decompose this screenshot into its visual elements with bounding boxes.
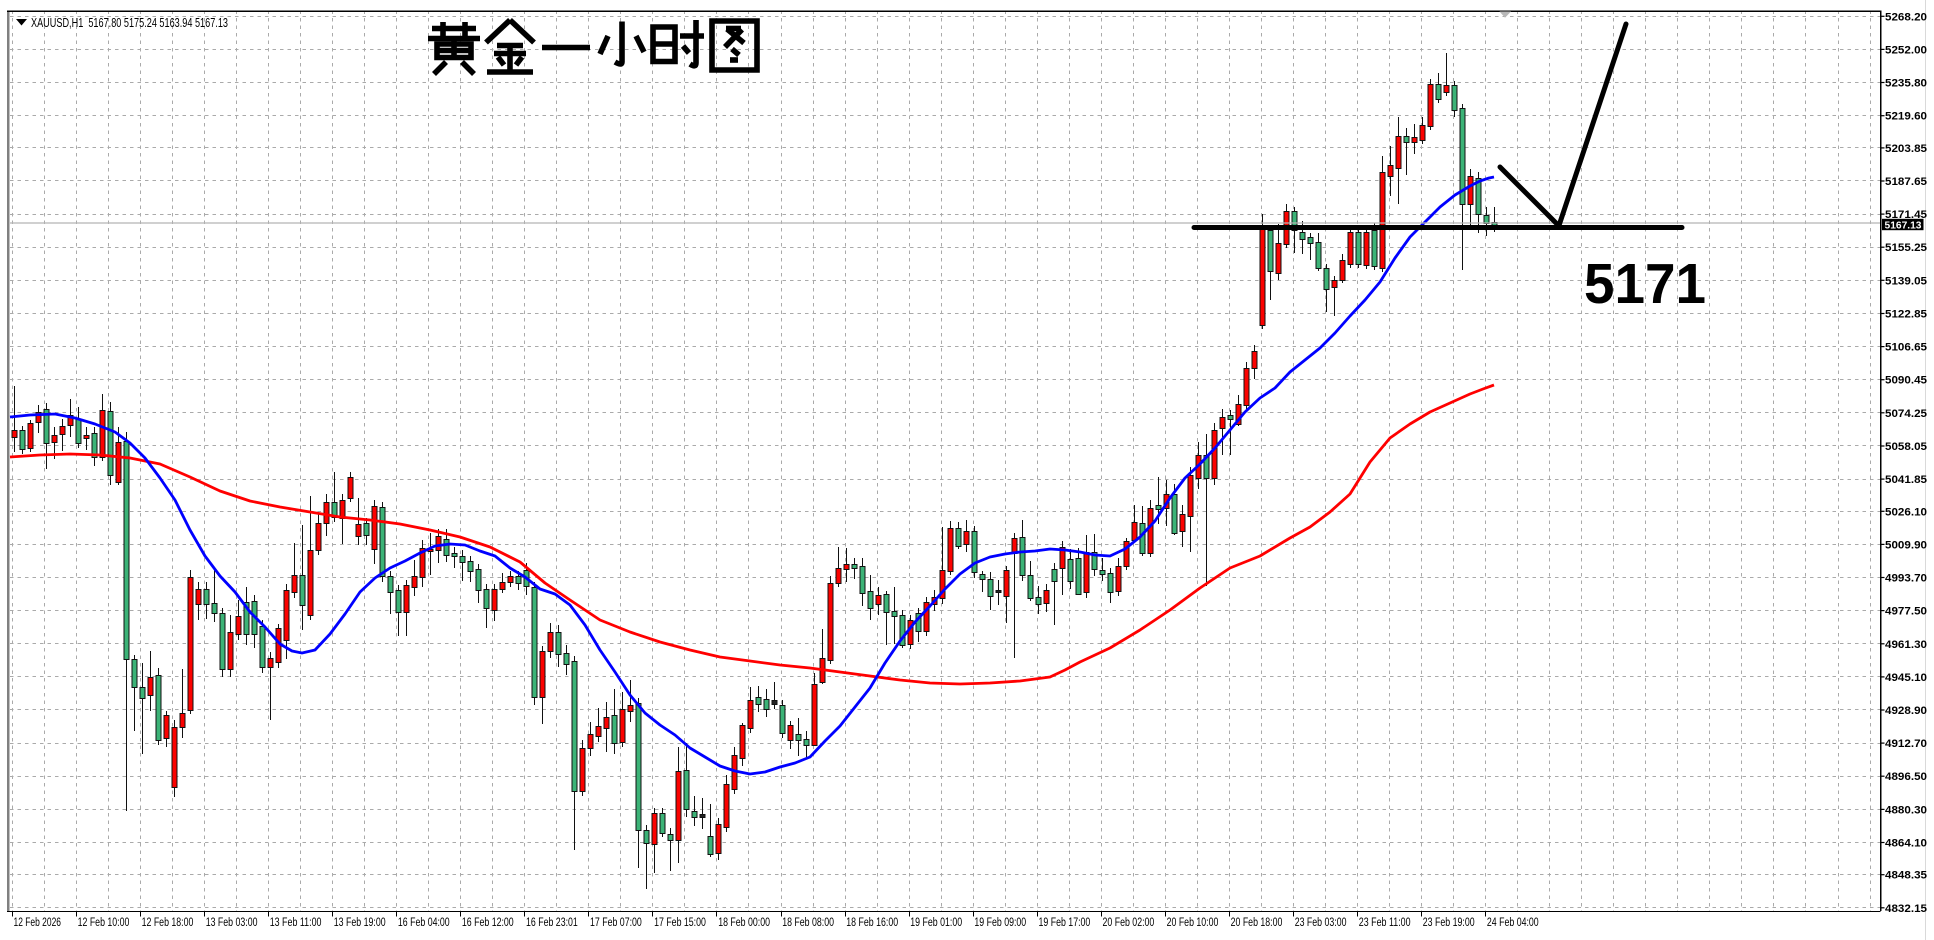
svg-text:23 Feb 19:00: 23 Feb 19:00 <box>1423 917 1475 929</box>
svg-text:4832.15: 4832.15 <box>1885 903 1927 915</box>
svg-text:4864.10: 4864.10 <box>1885 838 1927 850</box>
svg-text:19 Feb 17:00: 19 Feb 17:00 <box>1039 917 1091 929</box>
svg-text:4977.50: 4977.50 <box>1885 606 1927 618</box>
svg-text:17 Feb 15:00: 17 Feb 15:00 <box>654 917 706 929</box>
svg-text:20 Feb 02:00: 20 Feb 02:00 <box>1103 917 1155 929</box>
svg-text:19 Feb 01:00: 19 Feb 01:00 <box>910 917 962 929</box>
svg-text:4848.35: 4848.35 <box>1885 870 1927 882</box>
svg-text:20 Feb 10:00: 20 Feb 10:00 <box>1167 917 1219 929</box>
svg-text:24 Feb 04:00: 24 Feb 04:00 <box>1487 917 1539 929</box>
svg-text:5235.80: 5235.80 <box>1885 78 1927 90</box>
svg-text:12 Feb 18:00: 12 Feb 18:00 <box>142 917 194 929</box>
svg-text:5026.10: 5026.10 <box>1885 506 1927 518</box>
svg-text:4961.30: 4961.30 <box>1885 639 1927 651</box>
svg-text:23 Feb 11:00: 23 Feb 11:00 <box>1359 917 1411 929</box>
svg-text:5167.13: 5167.13 <box>1885 219 1922 231</box>
svg-text:23 Feb 03:00: 23 Feb 03:00 <box>1295 917 1347 929</box>
svg-text:12 Feb 10:00: 12 Feb 10:00 <box>78 917 130 929</box>
svg-text:18 Feb 16:00: 18 Feb 16:00 <box>846 917 898 929</box>
svg-text:13 Feb 03:00: 13 Feb 03:00 <box>206 917 258 929</box>
svg-text:5139.05: 5139.05 <box>1885 275 1927 287</box>
svg-text:13 Feb 11:00: 13 Feb 11:00 <box>270 917 322 929</box>
svg-text:5171: 5171 <box>1584 252 1706 316</box>
svg-text:5171.45: 5171.45 <box>1885 209 1927 221</box>
svg-text:17 Feb 07:00: 17 Feb 07:00 <box>590 917 642 929</box>
svg-text:20 Feb 18:00: 20 Feb 18:00 <box>1231 917 1283 929</box>
svg-text:18 Feb 00:00: 18 Feb 00:00 <box>718 917 770 929</box>
svg-text:16 Feb 04:00: 16 Feb 04:00 <box>398 917 450 929</box>
svg-text:5074.25: 5074.25 <box>1885 408 1927 420</box>
svg-text:13 Feb 19:00: 13 Feb 19:00 <box>334 917 386 929</box>
svg-text:5122.85: 5122.85 <box>1885 309 1927 321</box>
svg-text:18 Feb 08:00: 18 Feb 08:00 <box>782 917 834 929</box>
svg-text:5268.20: 5268.20 <box>1885 11 1927 23</box>
svg-text:16 Feb 23:01: 16 Feb 23:01 <box>526 917 578 929</box>
svg-text:4993.70: 4993.70 <box>1885 573 1927 585</box>
svg-text:5041.85: 5041.85 <box>1885 474 1927 486</box>
svg-text:4912.70: 4912.70 <box>1885 738 1927 750</box>
svg-text:5106.65: 5106.65 <box>1885 342 1927 354</box>
svg-text:16 Feb 12:00: 16 Feb 12:00 <box>462 917 514 929</box>
svg-text:5090.45: 5090.45 <box>1885 375 1927 387</box>
svg-text:4896.50: 4896.50 <box>1885 771 1927 783</box>
svg-text:5203.85: 5203.85 <box>1885 143 1927 155</box>
svg-text:4928.90: 4928.90 <box>1885 705 1927 717</box>
svg-text:5155.25: 5155.25 <box>1885 242 1927 254</box>
svg-text:12 Feb 2026: 12 Feb 2026 <box>14 917 62 929</box>
svg-text:4880.30: 4880.30 <box>1885 804 1927 816</box>
svg-text:5009.90: 5009.90 <box>1885 539 1927 551</box>
svg-text:5058.05: 5058.05 <box>1885 441 1927 453</box>
svg-text:19 Feb 09:00: 19 Feb 09:00 <box>974 917 1026 929</box>
svg-text:XAUUSD,H1 5167.80 5175.24 516: XAUUSD,H1 5167.80 5175.24 5163.94 5167.1… <box>31 16 228 30</box>
svg-text:4945.10: 4945.10 <box>1885 672 1927 684</box>
svg-text:5187.65: 5187.65 <box>1885 176 1927 188</box>
svg-text:5219.60: 5219.60 <box>1885 111 1927 123</box>
svg-text:5252.00: 5252.00 <box>1885 44 1927 56</box>
